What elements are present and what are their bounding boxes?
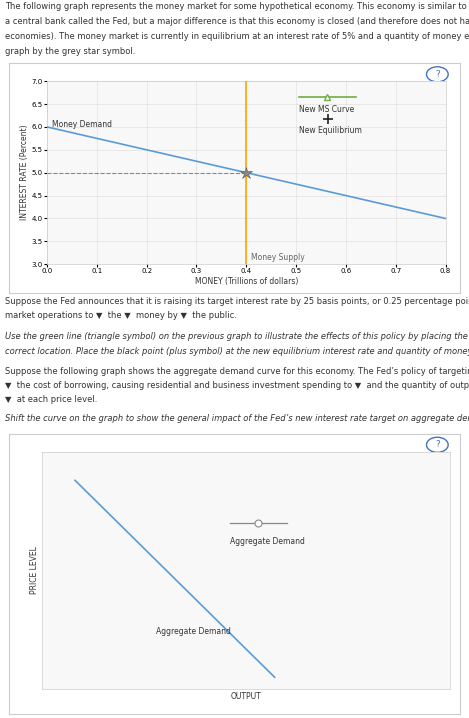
Text: Aggregate Demand: Aggregate Demand [230,537,305,546]
Text: a central bank called the Fed, but a major difference is that this economy is cl: a central bank called the Fed, but a maj… [5,17,469,26]
Text: graph by the grey star symbol.: graph by the grey star symbol. [5,47,135,56]
Text: ?: ? [435,70,440,79]
Text: Shift the curve on the graph to show the general impact of the Fed’s new interes: Shift the curve on the graph to show the… [5,414,469,423]
Text: Suppose the Fed announces that it is raising its target interest rate by 25 basi: Suppose the Fed announces that it is rai… [5,297,469,306]
Text: Use the green line (triangle symbol) on the previous graph to illustrate the eff: Use the green line (triangle symbol) on … [5,332,469,342]
Text: ?: ? [435,440,440,449]
Text: ▼  at each price level.: ▼ at each price level. [5,396,97,404]
Text: The following graph represents the money market for some hypothetical economy. T: The following graph represents the money… [5,2,469,11]
Text: Aggregate Demand: Aggregate Demand [157,628,231,636]
Text: Money Supply: Money Supply [251,253,305,262]
Text: market operations to ▼  the ▼  money by ▼  the public.: market operations to ▼ the ▼ money by ▼ … [5,311,236,320]
Y-axis label: PRICE LEVEL: PRICE LEVEL [30,546,39,595]
X-axis label: MONEY (Trillions of dollars): MONEY (Trillions of dollars) [195,277,298,286]
Text: Money Demand: Money Demand [52,120,112,129]
Text: Suppose the following graph shows the aggregate demand curve for this economy. T: Suppose the following graph shows the ag… [5,367,469,376]
Text: economies). The money market is currently in equilibrium at an interest rate of : economies). The money market is currentl… [5,32,469,41]
Text: correct location. Place the black point (plus symbol) at the new equilibrium int: correct location. Place the black point … [5,347,469,355]
Text: ▼  the cost of borrowing, causing residential and business investment spending t: ▼ the cost of borrowing, causing residen… [5,381,469,390]
Y-axis label: INTEREST RATE (Percent): INTEREST RATE (Percent) [20,125,29,220]
Text: New Equilibrium: New Equilibrium [299,126,362,135]
X-axis label: OUTPUT: OUTPUT [231,692,262,701]
Text: New MS Curve: New MS Curve [299,105,354,114]
